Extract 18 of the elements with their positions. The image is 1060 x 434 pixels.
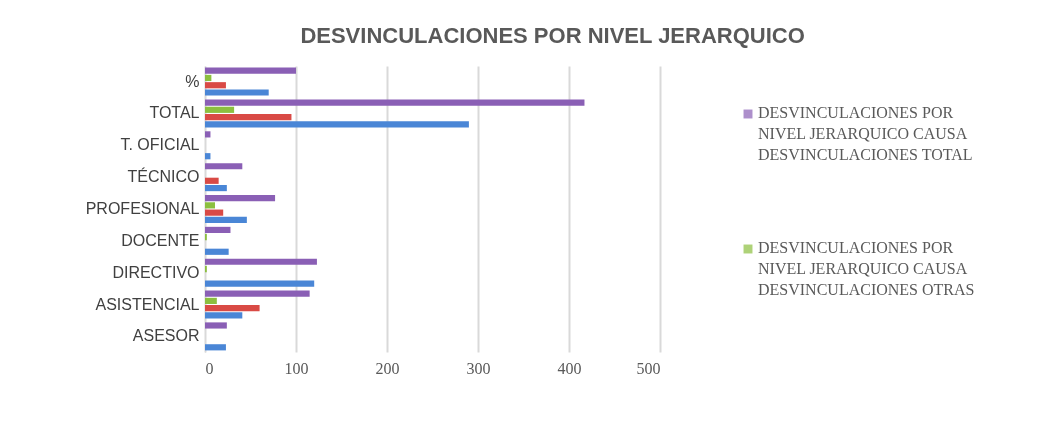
y-tick-label: PROFESIONAL [85,200,200,217]
x-tick-label: 400 [557,359,582,377]
chart-title: DESVINCULACIONES POR NIVEL JERARQUICO [300,23,805,48]
y-tick-label: DOCENTE [121,231,200,249]
x-tick-label: 0 [205,359,214,377]
x-tick-label: 200 [375,359,400,377]
x-tick-label: 500 [636,359,661,377]
y-tick-label: T. OFICIAL [120,136,200,154]
x-tick-label: 300 [466,359,491,377]
legend-label: DESVINCULACIONES POR NIVEL JERARQUICO CAUSA DESVINCULACIONES TOTAL [758,104,973,163]
x-tick-label: 100 [284,359,309,377]
y-tick-label: DIRECTIVO [112,263,200,281]
y-tick-label: ASISTENCIAL [95,295,200,313]
y-tick-label: % [185,72,200,90]
y-tick-label: TÉCNICO [127,167,200,186]
y-tick-label: ASESOR [132,327,200,345]
y-tick-label: TOTAL [149,104,200,122]
legend-label: DESVINCULACIONES POR NIVEL JERARQUICO CAUSA DESVINCULACIONES OTRAS [758,239,975,298]
